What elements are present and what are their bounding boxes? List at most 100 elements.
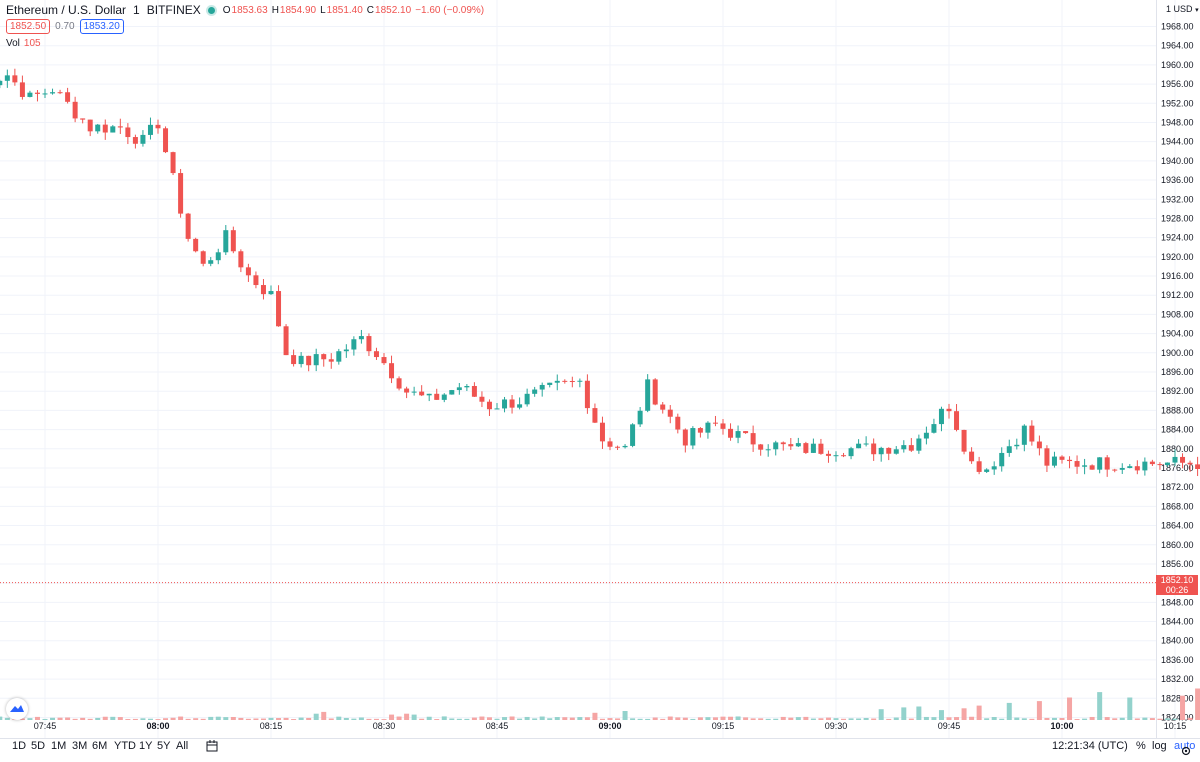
candle-body[interactable]: [615, 446, 621, 448]
candle-body[interactable]: [321, 354, 327, 360]
candle-body[interactable]: [1180, 456, 1186, 463]
candle-body[interactable]: [117, 126, 123, 128]
candle-body[interactable]: [750, 433, 756, 445]
candle-body[interactable]: [389, 363, 395, 379]
candle-body[interactable]: [577, 380, 583, 382]
candle-body[interactable]: [1134, 466, 1140, 471]
candle-body[interactable]: [961, 429, 967, 452]
candle-body[interactable]: [728, 428, 734, 438]
candle-body[interactable]: [1006, 446, 1012, 453]
candle-body[interactable]: [87, 119, 93, 132]
candle-body[interactable]: [343, 349, 349, 352]
log-toggle[interactable]: log: [1152, 740, 1167, 752]
candle-body[interactable]: [0, 80, 3, 86]
candle-body[interactable]: [743, 431, 749, 434]
candle-body[interactable]: [712, 422, 718, 424]
candle-body[interactable]: [193, 238, 199, 252]
timeframe-all[interactable]: All: [176, 740, 189, 752]
candle-body[interactable]: [509, 399, 515, 408]
candle-body[interactable]: [163, 128, 169, 153]
candle-body[interactable]: [607, 441, 613, 447]
candle-body[interactable]: [464, 385, 470, 388]
candle-body[interactable]: [1104, 457, 1110, 470]
candle-body[interactable]: [954, 411, 960, 430]
candle-body[interactable]: [599, 422, 605, 442]
candle-body[interactable]: [848, 448, 854, 457]
timeframe-1y[interactable]: 1Y: [139, 740, 153, 752]
candle-body[interactable]: [95, 124, 101, 132]
candle-body[interactable]: [12, 75, 18, 83]
candle-body[interactable]: [1127, 466, 1133, 468]
candle-body[interactable]: [238, 251, 244, 268]
candle-body[interactable]: [524, 393, 530, 405]
timeframe-ytd[interactable]: YTD: [114, 740, 136, 752]
candle-body[interactable]: [810, 443, 816, 453]
candle-body[interactable]: [200, 251, 206, 264]
candle-body[interactable]: [825, 453, 831, 456]
candle-body[interactable]: [780, 442, 786, 445]
currency-menu[interactable]: 1 USD ▾: [1166, 4, 1199, 14]
candle-body[interactable]: [140, 134, 146, 144]
candle-body[interactable]: [494, 408, 500, 410]
candle-body[interactable]: [260, 285, 266, 295]
timeframe-5d[interactable]: 5D: [31, 740, 46, 752]
timeframe-3m[interactable]: 3M: [72, 740, 88, 752]
candle-body[interactable]: [893, 449, 899, 454]
candle-body[interactable]: [1059, 456, 1065, 460]
candle-body[interactable]: [818, 443, 824, 454]
candle-body[interactable]: [404, 388, 410, 393]
candle-body[interactable]: [765, 449, 771, 451]
candle-body[interactable]: [991, 466, 997, 470]
candle-body[interactable]: [479, 396, 485, 402]
candle-body[interactable]: [4, 75, 10, 81]
candle-body[interactable]: [592, 408, 598, 423]
candle-body[interactable]: [660, 404, 666, 410]
candle-body[interactable]: [351, 339, 357, 350]
candle-body[interactable]: [1195, 464, 1200, 470]
candle-body[interactable]: [373, 351, 379, 358]
candle-body[interactable]: [841, 455, 847, 457]
candle-body[interactable]: [328, 359, 334, 362]
candle-body[interactable]: [178, 173, 184, 214]
candle-body[interactable]: [1119, 467, 1125, 470]
candle-body[interactable]: [366, 336, 372, 352]
candle-body[interactable]: [735, 431, 741, 438]
candle-body[interactable]: [773, 442, 779, 450]
ask-price[interactable]: 1853.20: [79, 19, 124, 34]
candle-body[interactable]: [34, 92, 40, 94]
candle-body[interactable]: [411, 391, 417, 393]
candle-body[interactable]: [705, 422, 711, 433]
settings-gear-icon[interactable]: [1180, 744, 1192, 756]
candle-body[interactable]: [999, 452, 1005, 467]
candle-body[interactable]: [554, 380, 560, 383]
candle-body[interactable]: [569, 380, 575, 382]
candle-body[interactable]: [125, 127, 131, 138]
timeframe-5y[interactable]: 5Y: [157, 740, 171, 752]
candle-body[interactable]: [486, 401, 492, 410]
candle-body[interactable]: [863, 443, 869, 445]
timeframe-6m[interactable]: 6M: [92, 740, 108, 752]
candle-body[interactable]: [630, 424, 636, 446]
candle-body[interactable]: [1082, 465, 1088, 467]
candle-body[interactable]: [230, 230, 236, 252]
date-range-icon[interactable]: [206, 740, 218, 755]
candle-body[interactable]: [984, 469, 990, 472]
candle-body[interactable]: [306, 355, 312, 366]
candle-body[interactable]: [313, 354, 319, 366]
candle-body[interactable]: [645, 379, 651, 411]
candle-body[interactable]: [690, 428, 696, 446]
candle-body[interactable]: [72, 101, 78, 119]
candle-body[interactable]: [1187, 462, 1193, 465]
candle-body[interactable]: [223, 230, 229, 253]
candle-body[interactable]: [471, 385, 477, 397]
candle-body[interactable]: [938, 408, 944, 425]
candle-body[interactable]: [562, 380, 568, 382]
candle-body[interactable]: [532, 389, 538, 394]
candle-body[interactable]: [291, 355, 297, 365]
bid-price[interactable]: 1852.50: [6, 19, 51, 34]
candle-body[interactable]: [1036, 441, 1042, 449]
candle-body[interactable]: [268, 291, 274, 295]
candle-body[interactable]: [110, 126, 116, 133]
candle-body[interactable]: [456, 387, 462, 391]
